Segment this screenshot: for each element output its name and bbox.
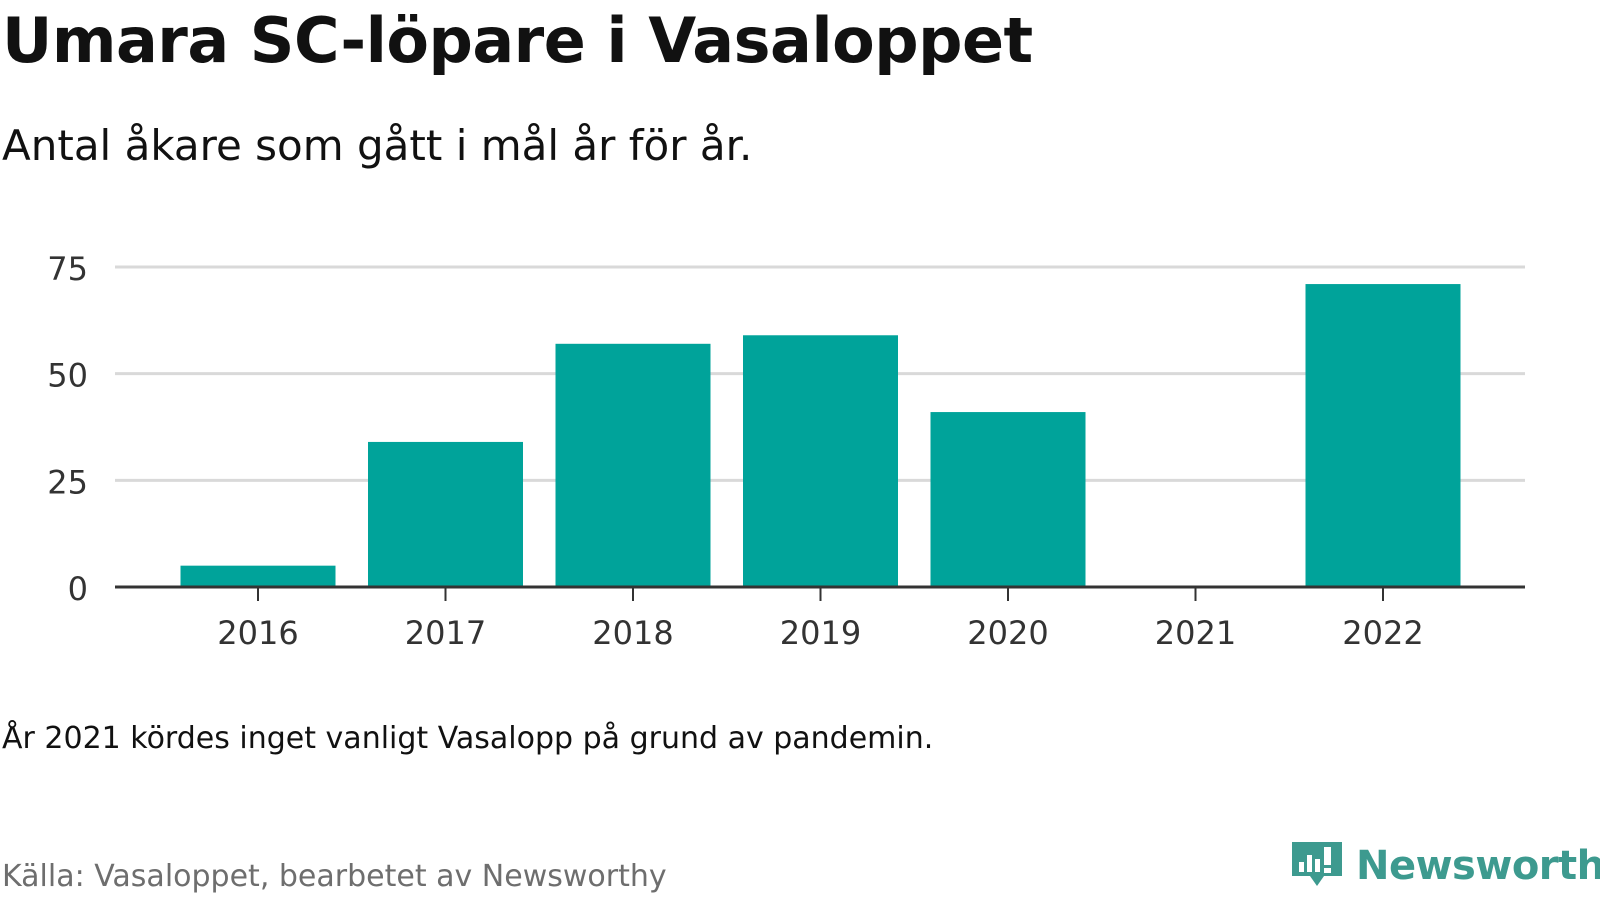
x-tick-label: 2016 (217, 614, 298, 652)
brand-name: Newsworthy (1356, 843, 1600, 889)
bar-2022 (1305, 284, 1461, 587)
bar-2017 (368, 441, 523, 587)
y-tick-label: 25 (47, 463, 88, 501)
chart-title: Umara SC-löpare i Vasaloppet (2, 4, 1033, 77)
x-tick-label: 2022 (1342, 614, 1423, 652)
y-tick-label: 75 (47, 250, 88, 288)
x-tick-label: 2019 (780, 614, 861, 652)
y-tick-label: 0 (68, 570, 88, 608)
x-tick-label: 2017 (405, 614, 486, 652)
newsworthy-bar-chart-icon (1292, 842, 1342, 886)
bar-2018 (555, 343, 711, 587)
y-tick-label: 50 (47, 357, 88, 395)
x-tick-label: 2018 (592, 614, 673, 652)
bar-2020 (930, 412, 1086, 587)
chart-subtitle: Antal åkare som gått i mål år för år. (2, 121, 753, 170)
bar-2019 (743, 335, 898, 587)
bar-2016 (180, 565, 336, 587)
source-text: Källa: Vasaloppet, bearbetet av Newswort… (2, 859, 667, 894)
bar-chart: 0 25 50 75 2016 2017 2018 2019 2020 2021 2022 (47, 250, 1525, 652)
chart-note: År 2021 kördes inget vanligt Vasalopp på… (2, 721, 934, 756)
brand-logo: Newsworthy (1290, 840, 1600, 892)
x-tick-label: 2021 (1155, 614, 1236, 652)
x-tick-label: 2020 (967, 614, 1048, 652)
